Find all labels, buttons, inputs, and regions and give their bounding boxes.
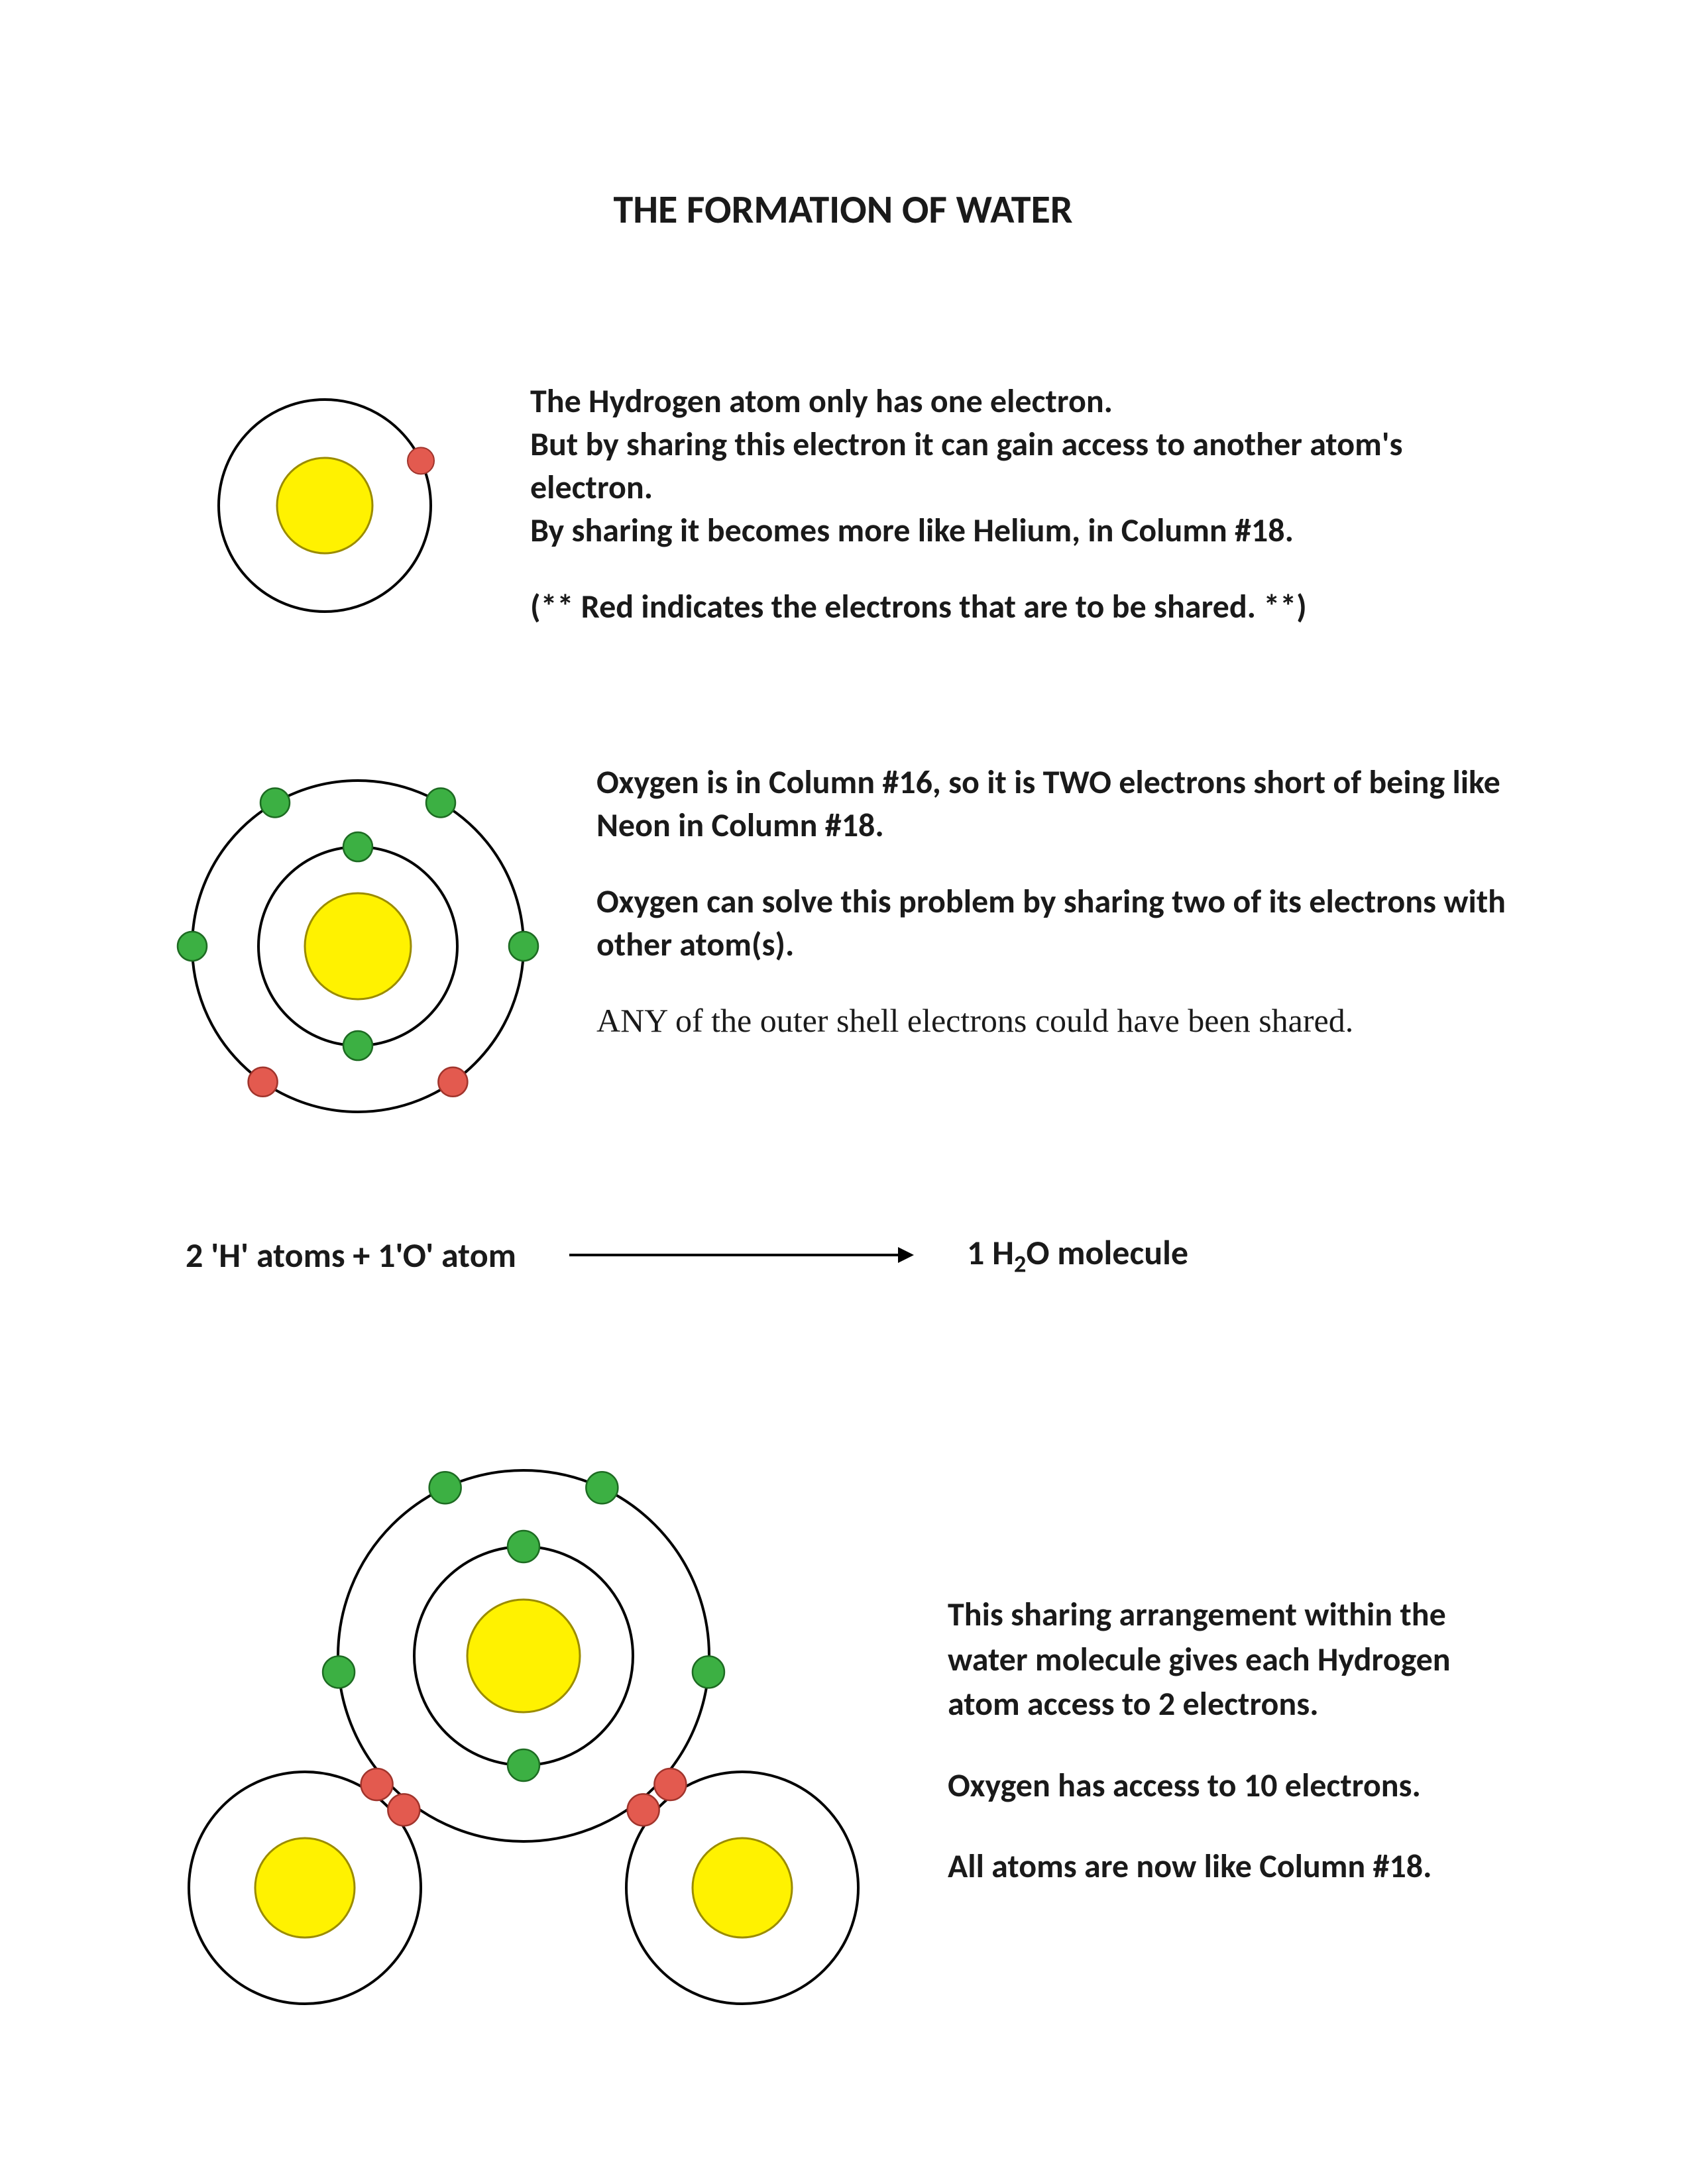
water-line3: All atoms are now like Column #18. bbox=[948, 1844, 1527, 1889]
hydrogen-note: (** Red indicates the electrons that are… bbox=[530, 585, 1527, 628]
equation-rhs: 1 H2O molecule bbox=[967, 1231, 1188, 1278]
hydrogen-row: The Hydrogen atom only has one electron.… bbox=[159, 380, 1527, 661]
oxygen-atom-diagram bbox=[172, 761, 543, 1132]
page-title: THE FORMATION OF WATER bbox=[159, 186, 1527, 234]
water-line1: This sharing arrangement within the wate… bbox=[948, 1592, 1527, 1727]
hydrogen-line2: But by sharing this electron it can gain… bbox=[530, 423, 1527, 509]
oxygen-line3: ANY of the outer shell electrons could h… bbox=[596, 999, 1527, 1042]
water-line2: Oxygen has access to 10 electrons. bbox=[948, 1763, 1527, 1808]
water-molecule-row: This sharing arrangement within the wate… bbox=[159, 1411, 1527, 2007]
oxygen-line2: Oxygen can solve this problem by sharing… bbox=[596, 880, 1527, 966]
hydrogen-line1: The Hydrogen atom only has one electron. bbox=[530, 380, 1527, 423]
reaction-arrow-icon bbox=[569, 1242, 914, 1268]
hydrogen-text-col: The Hydrogen atom only has one electron.… bbox=[490, 380, 1527, 661]
equation-rhs-prefix: 1 H bbox=[967, 1231, 1014, 1274]
water-molecule-diagram bbox=[159, 1411, 888, 2007]
hydrogen-diagram-col bbox=[159, 380, 490, 631]
equation-rhs-sub: 2 bbox=[1014, 1248, 1026, 1278]
equation-lhs: 2 'H' atoms + 1'O' atom bbox=[186, 1234, 516, 1276]
hydrogen-atom-diagram bbox=[192, 380, 457, 631]
page: THE FORMATION OF WATER The Hydrogen atom… bbox=[0, 0, 1686, 2184]
water-diagram-col bbox=[159, 1411, 888, 2007]
oxygen-line1: Oxygen is in Column #16, so it is TWO el… bbox=[596, 761, 1527, 847]
equation-row: 2 'H' atoms + 1'O' atom 1 H2O molecule bbox=[186, 1231, 1527, 1278]
oxygen-row: Oxygen is in Column #16, so it is TWO el… bbox=[159, 761, 1527, 1132]
oxygen-text-col: Oxygen is in Column #16, so it is TWO el… bbox=[557, 761, 1527, 1075]
oxygen-diagram-col bbox=[159, 761, 557, 1132]
water-text-col: This sharing arrangement within the wate… bbox=[888, 1493, 1527, 1926]
equation-rhs-suffix: O molecule bbox=[1026, 1231, 1188, 1274]
hydrogen-line3: By sharing it becomes more like Helium, … bbox=[530, 509, 1527, 552]
